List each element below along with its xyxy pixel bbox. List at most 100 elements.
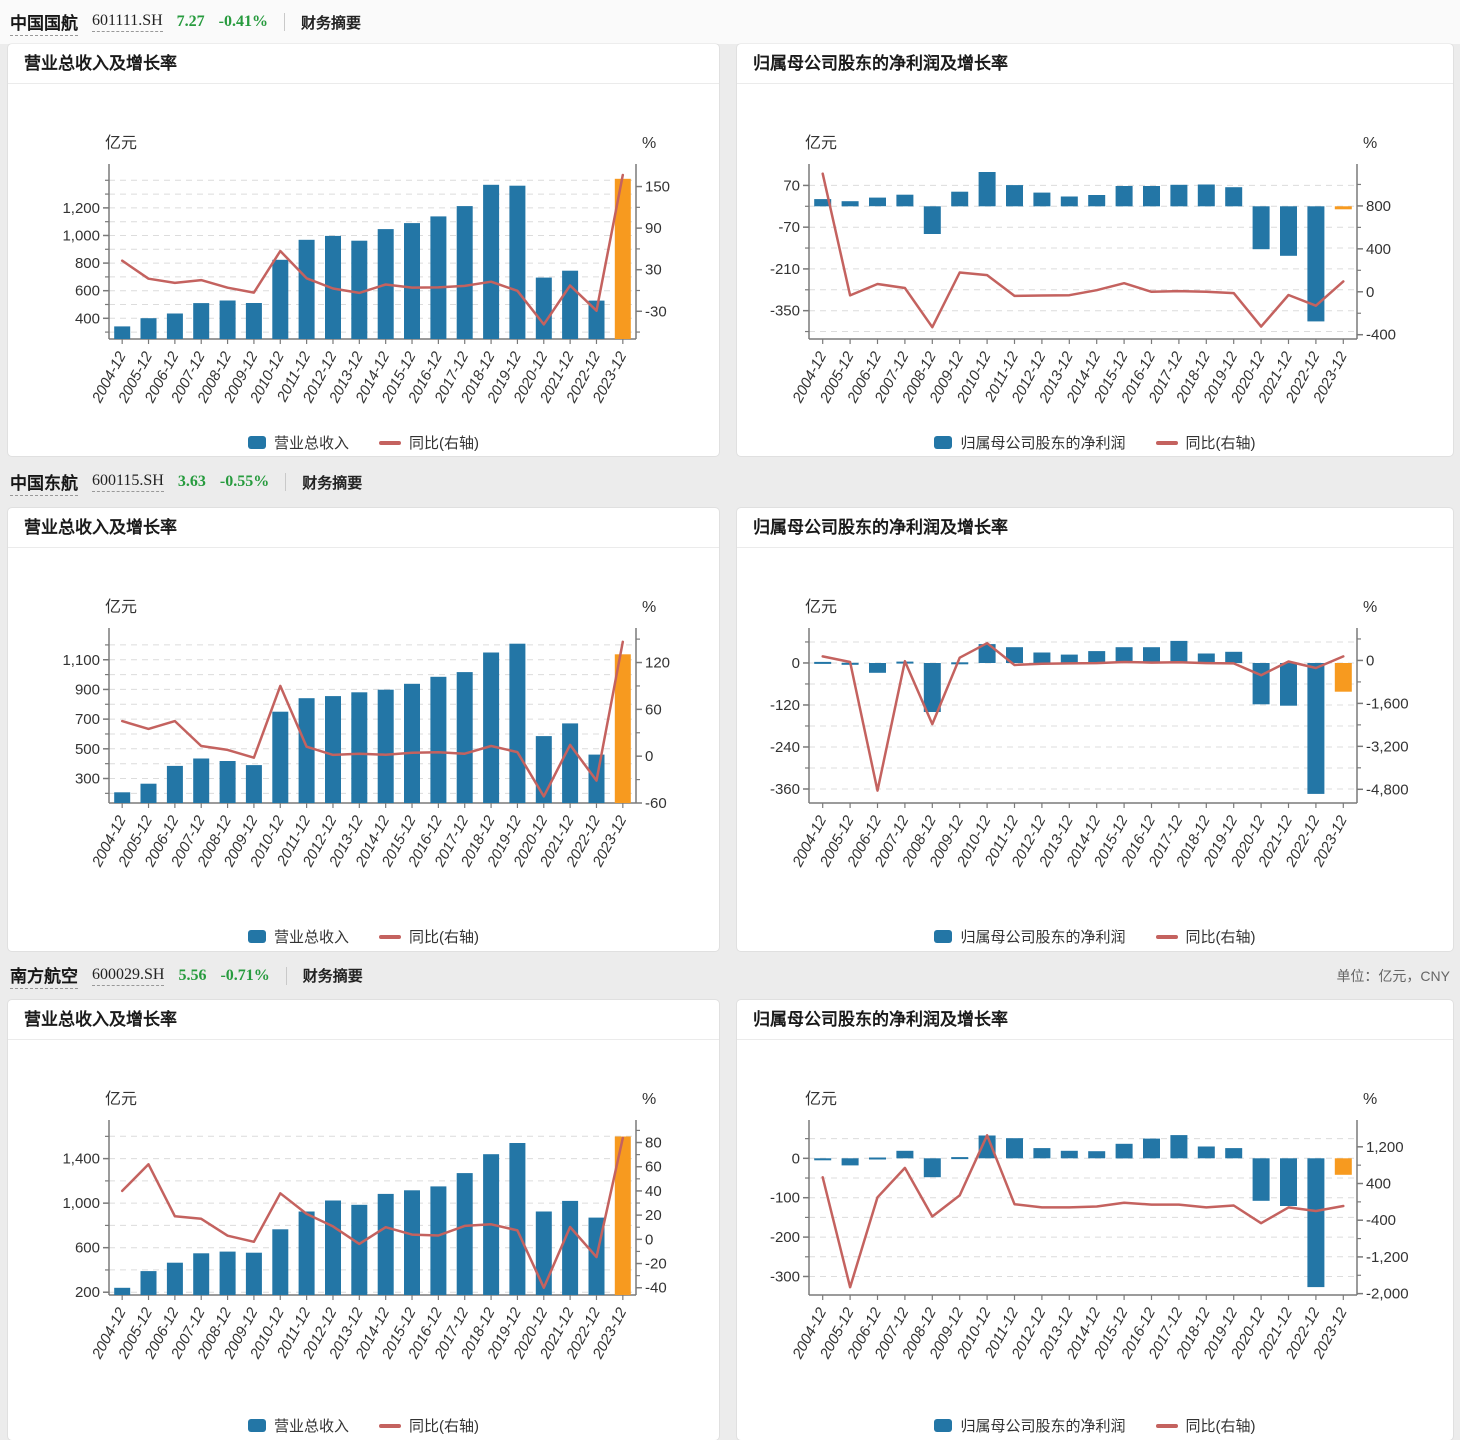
legend-bar-swatch — [247, 930, 266, 943]
bar — [896, 194, 914, 207]
bar — [1115, 647, 1133, 663]
financial-summary-link[interactable]: 财务摘要 — [302, 968, 363, 985]
bar — [1170, 640, 1188, 663]
legend-bar-swatch — [247, 436, 266, 449]
legend-bar-label: 营业总收入 — [273, 435, 349, 452]
bar — [614, 654, 631, 803]
stock-name[interactable]: 中国东航 — [10, 469, 78, 496]
stock-change: -0.55% — [219, 473, 270, 490]
bar — [1088, 195, 1106, 207]
chart-title: 归属母公司股东的净利润及增长率 — [737, 44, 1453, 84]
bar — [562, 270, 579, 339]
left-axis-tick-label: 900 — [75, 681, 100, 698]
bar — [814, 1158, 832, 1161]
growth-line — [821, 172, 1345, 329]
right-axis-tick-label: -1,200 — [1366, 1249, 1409, 1266]
bar — [1252, 1158, 1270, 1201]
bar — [166, 1262, 183, 1295]
revenue-chart: 1,400 1,000 600 200 80 60 40 20 0 -20 -40 亿元% 2004-1… — [8, 1040, 719, 1412]
legend-bar-label: 归属母公司股东的净利润 — [960, 929, 1126, 946]
bar — [951, 191, 969, 207]
chart-legend: 营业总收入 同比(右轴) — [8, 923, 719, 950]
right-axis-unit: % — [642, 599, 656, 616]
stock-code[interactable]: 600115.SH — [92, 472, 164, 492]
bar — [404, 1190, 420, 1295]
right-axis-tick-label: -20 — [645, 1256, 667, 1273]
bar — [1225, 1148, 1243, 1159]
bar — [1197, 653, 1215, 663]
stock-code[interactable]: 600029.SH — [92, 966, 165, 986]
divider — [285, 966, 287, 985]
bar — [114, 326, 131, 339]
right-axis-tick-label: 0 — [645, 1231, 653, 1248]
chart-title: 营业总收入及增长率 — [8, 44, 719, 84]
right-axis-unit: % — [642, 135, 656, 152]
bar — [456, 1173, 473, 1295]
left-axis-tick-label: 700 — [75, 711, 100, 728]
left-axis-tick-label: -240 — [770, 739, 800, 756]
profit-chart: 0 -100 -200 -300 1,200 400 -400 -1,200 -2,000 亿元%… — [737, 1040, 1453, 1412]
stock-name[interactable]: 南方航空 — [10, 962, 78, 989]
chart-title: 营业总收入及增长率 — [8, 1000, 719, 1040]
bar — [1225, 187, 1243, 207]
bar — [193, 758, 210, 803]
bar — [404, 223, 420, 339]
right-axis-tick-label: -40 — [645, 1280, 667, 1297]
legend-bar-label: 归属母公司股东的净利润 — [960, 1418, 1126, 1435]
right-axis-unit: % — [1363, 1091, 1377, 1108]
stock-code[interactable]: 601111.SH — [92, 12, 163, 32]
left-axis-tick-label: 200 — [75, 1284, 100, 1301]
legend-bar-swatch — [247, 1419, 266, 1432]
left-axis-tick-label: 1,100 — [62, 652, 100, 669]
stock-header-row: 南方航空 600029.SH 5.56 -0.71% 财务摘要 单位：亿元，CN… — [0, 951, 1460, 1000]
right-axis-tick-label: 120 — [645, 655, 670, 672]
left-axis-unit: 亿元 — [805, 134, 837, 152]
bar — [430, 216, 447, 339]
right-axis-tick-label: -1,600 — [1366, 695, 1409, 712]
bar — [166, 765, 183, 803]
bar — [509, 185, 526, 339]
bar — [1197, 1146, 1215, 1159]
stock-header-row: 中国东航 600115.SH 3.63 -0.55% 财务摘要 — [0, 456, 1460, 508]
legend-line-label: 同比(右轴) — [409, 929, 479, 946]
bar — [869, 197, 886, 207]
bar — [219, 1251, 236, 1295]
chart-legend: 归属母公司股东的净利润 同比(右轴) — [737, 1412, 1453, 1439]
bar — [814, 661, 832, 664]
right-axis-tick-label: 0 — [1366, 652, 1374, 669]
left-axis-unit: 亿元 — [105, 134, 137, 152]
right-axis-tick-label: 0 — [645, 748, 653, 765]
bar — [841, 1158, 859, 1166]
divider — [284, 13, 285, 31]
bar — [614, 178, 631, 339]
right-axis-tick-label: 20 — [645, 1207, 662, 1224]
chart-title: 营业总收入及增长率 — [8, 508, 719, 548]
legend-bar-swatch — [934, 436, 953, 449]
bar — [456, 672, 473, 803]
bar — [1334, 663, 1352, 692]
stock-change: -0.71% — [220, 966, 270, 984]
right-axis-tick-label: 60 — [645, 701, 662, 718]
bar — [1006, 185, 1023, 207]
stock-name[interactable]: 中国国航 — [10, 9, 78, 36]
financial-summary-link[interactable]: 财务摘要 — [301, 14, 362, 32]
bar — [1334, 206, 1352, 210]
chart-legend: 归属母公司股东的净利润 同比(右轴) — [737, 923, 1453, 950]
chart-title: 归属母公司股东的净利润及增长率 — [737, 1000, 1453, 1040]
bar — [562, 723, 579, 803]
right-axis-tick-label: 800 — [1366, 198, 1391, 215]
revenue-chart-card: 营业总收入及增长率 1,400 1,000 600 200 80 60 40 20 0 -20 -4… — [8, 1000, 719, 1440]
profit-chart: 70 -70 -210 -350 800 400 0 -400 亿元% 2004-12 2005-1… — [737, 84, 1453, 429]
bar — [978, 644, 996, 663]
financial-summary-link[interactable]: 财务摘要 — [302, 474, 363, 492]
bar — [978, 172, 996, 207]
bar — [219, 761, 236, 803]
bar — [1252, 206, 1270, 250]
stock-price: 5.56 — [178, 966, 207, 984]
left-axis-tick-label: 500 — [75, 741, 100, 758]
profit-chart-card: 归属母公司股东的净利润及增长率 0 -120 -240 -360 0 -1,600 -3,2… — [737, 508, 1453, 951]
